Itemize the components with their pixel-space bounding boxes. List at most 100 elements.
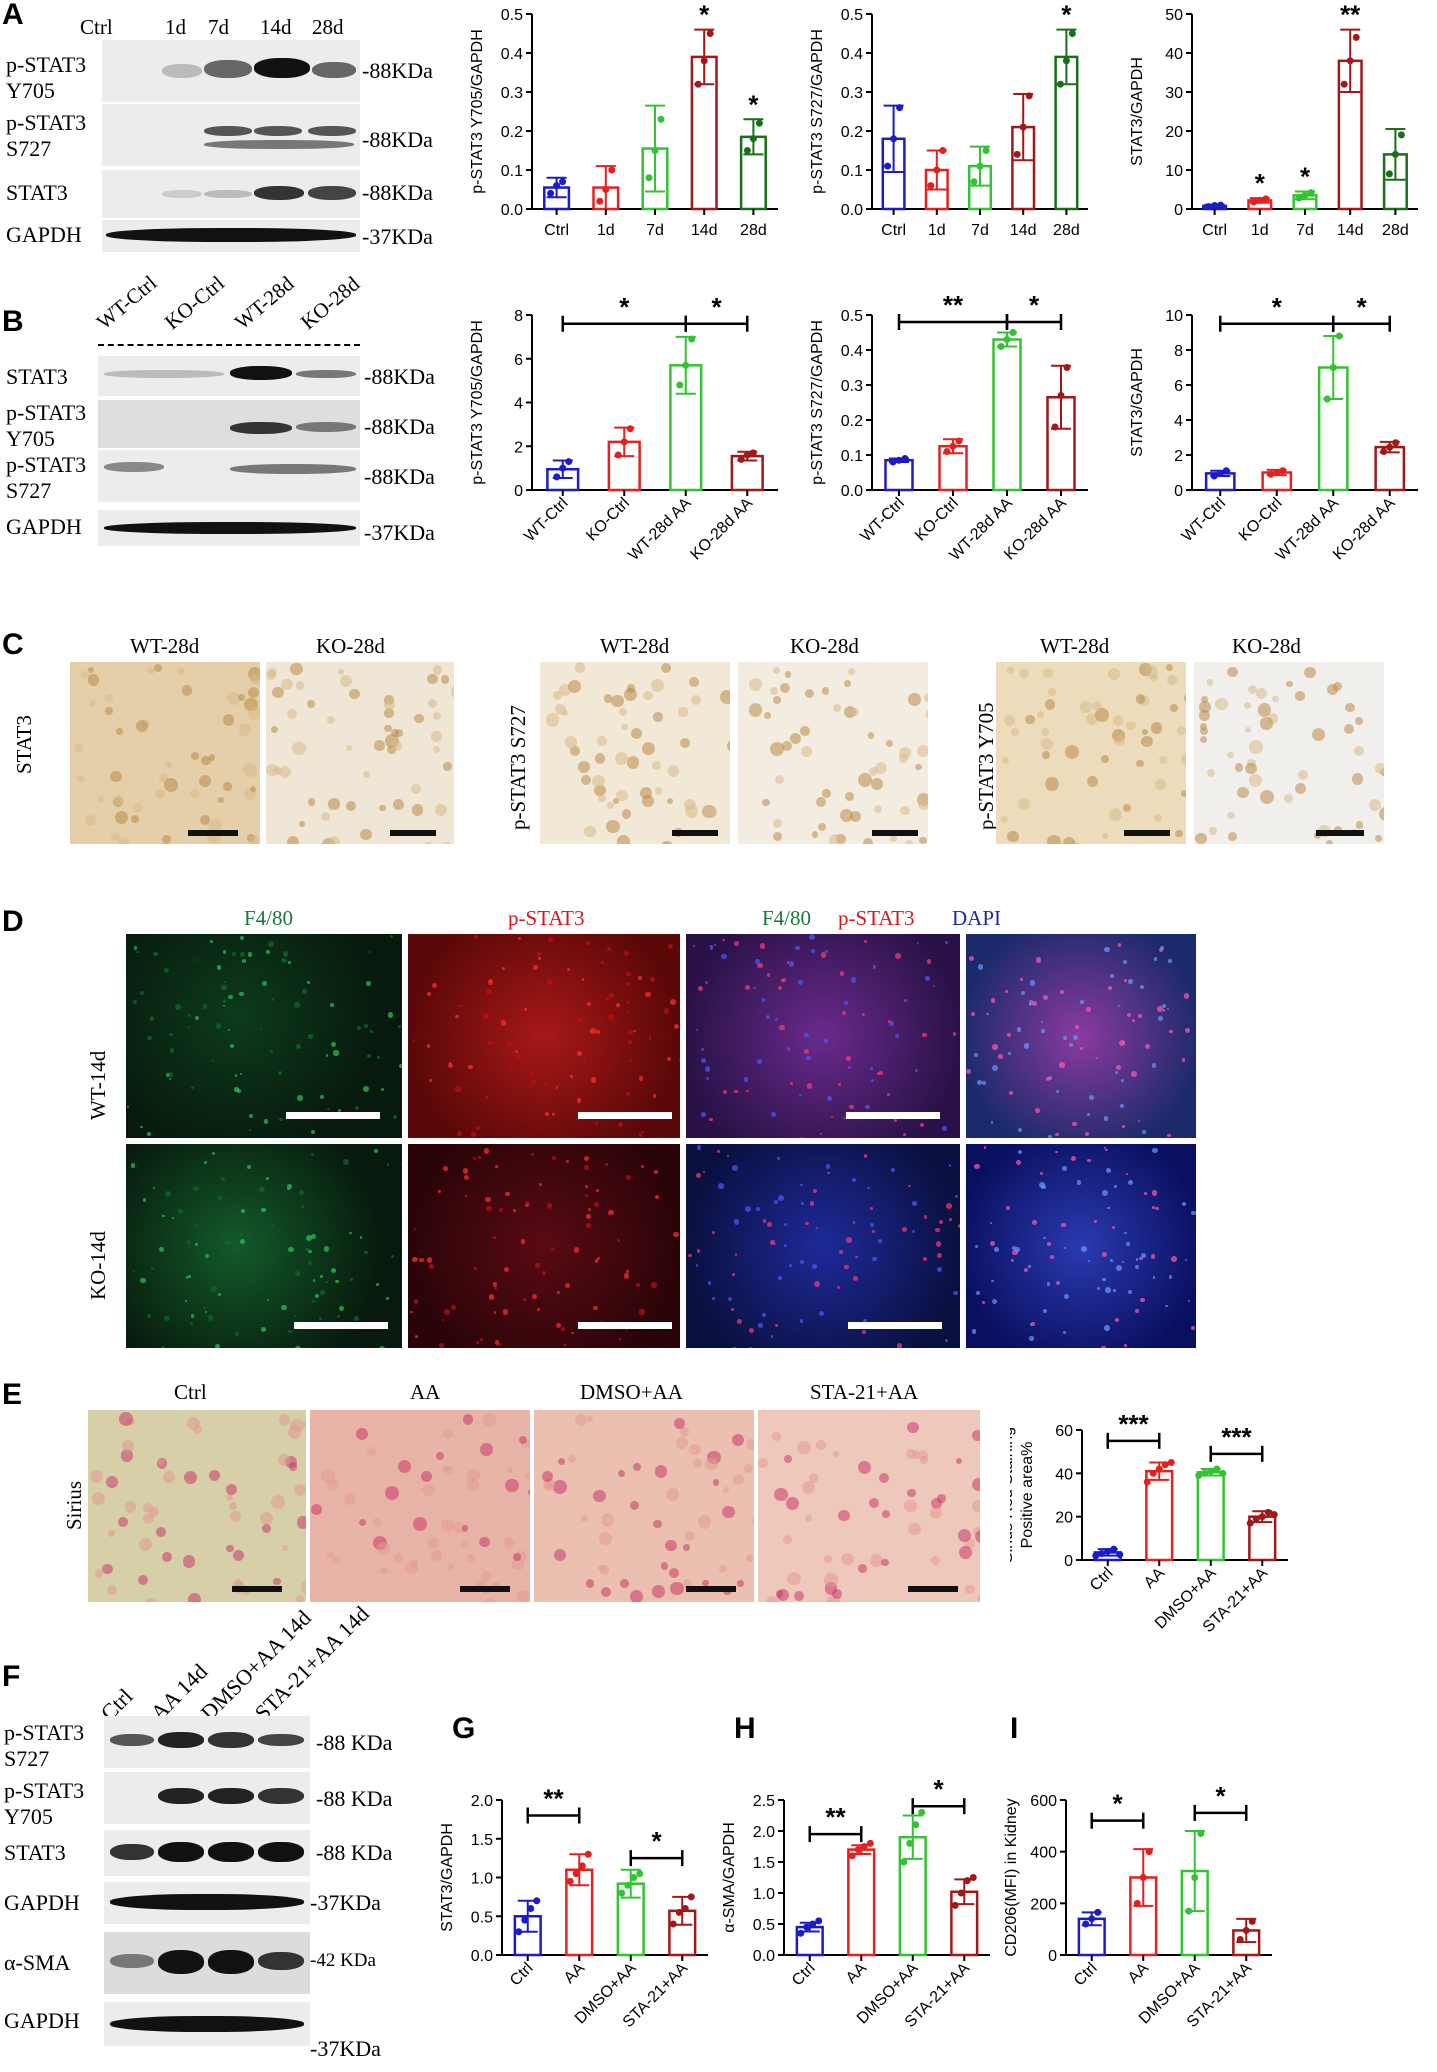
data-point — [854, 1846, 862, 1854]
y-axis-label: STAT3/GAPDH — [1129, 348, 1146, 457]
data-point — [1082, 1920, 1090, 1928]
x-tick-label: Ctrl — [544, 222, 569, 239]
data-point — [1222, 467, 1230, 475]
blot-strip — [104, 1716, 310, 1768]
if-image — [966, 1144, 1196, 1348]
data-point — [997, 343, 1005, 350]
y-tick-label: 0 — [1048, 1948, 1057, 1965]
x-tick-label: AA — [843, 1960, 870, 1987]
data-point — [866, 1839, 874, 1847]
kda-label: -37KDa — [364, 520, 435, 545]
data-point — [1340, 80, 1348, 88]
bar — [1145, 1469, 1174, 1562]
y-tick-label: 1.5 — [753, 1855, 775, 1872]
bar — [1196, 1471, 1225, 1562]
data-point — [949, 442, 957, 450]
ihc-image — [1194, 662, 1384, 844]
kda-label: -37KDa — [362, 224, 433, 249]
data-point — [1323, 395, 1331, 403]
x-tick-label: 1d — [928, 222, 946, 239]
bar — [992, 338, 1022, 492]
significance-star: * — [699, 0, 710, 30]
data-point — [896, 104, 904, 112]
data-point — [700, 57, 708, 65]
blot-strip — [98, 450, 360, 502]
data-point — [1195, 1472, 1203, 1479]
significance-star: * — [1255, 168, 1266, 198]
x-tick-label: AA — [561, 1960, 588, 1987]
data-point — [1149, 1469, 1157, 1477]
y-tick-label: 0.1 — [841, 448, 863, 465]
y-tick-label: 0.1 — [841, 163, 863, 180]
panel-label-c: C — [2, 628, 24, 661]
sirius-image — [88, 1410, 306, 1602]
if-image — [126, 1144, 402, 1348]
data-point — [521, 1916, 529, 1924]
y-tick-label: 600 — [1030, 1793, 1057, 1810]
data-point — [912, 1821, 920, 1829]
data-point — [737, 455, 745, 463]
x-tick-label: WT-Ctrl — [521, 495, 571, 545]
significance-star: * — [1061, 0, 1072, 30]
data-point — [1391, 150, 1399, 158]
blot-strip — [98, 356, 360, 396]
blot-row-label: STAT3 — [6, 180, 68, 205]
data-point — [848, 1852, 856, 1860]
ihc-col-label: KO-28d — [316, 634, 385, 658]
data-point — [1262, 195, 1270, 203]
chart-a3: 0 10 20 30 40 50 STAT3/GAPDH Ctrl 1d * 7d * 14d ** 28d — [1129, 0, 1418, 239]
data-point — [1213, 1465, 1221, 1473]
data-point — [1252, 1515, 1260, 1523]
data-point — [1295, 194, 1303, 202]
x-tick-label: 14d — [691, 222, 718, 239]
data-point — [596, 197, 604, 205]
data-point — [527, 1905, 535, 1912]
data-point — [1392, 439, 1400, 447]
data-point — [1217, 201, 1225, 209]
sirius-image — [534, 1410, 754, 1602]
panel-label-f: F — [2, 1660, 21, 1693]
y-tick-label: 2.0 — [471, 1793, 493, 1810]
y-tick-label: 10 — [1165, 308, 1183, 325]
sirius-image — [758, 1410, 980, 1602]
data-point — [1051, 423, 1059, 431]
blot-strip — [102, 104, 360, 166]
y-tick-label: 4 — [514, 396, 523, 413]
blot-row-label: STAT3 — [6, 364, 68, 389]
data-point — [559, 464, 567, 472]
lane-label: WT-28d — [229, 271, 299, 335]
data-point — [970, 178, 978, 186]
data-point — [976, 162, 984, 170]
blot-row-label: p-STAT3 S727 — [6, 110, 87, 161]
data-point — [1211, 201, 1219, 209]
data-point — [1025, 92, 1033, 100]
if-image — [408, 934, 680, 1138]
blot-strip — [98, 400, 360, 448]
data-point — [1185, 1907, 1193, 1915]
bar — [1374, 445, 1406, 492]
data-point — [1104, 1547, 1112, 1555]
data-point — [1335, 332, 1343, 340]
data-point — [1216, 469, 1224, 477]
data-point — [1248, 1917, 1256, 1925]
data-point — [957, 1889, 965, 1897]
sirius-row-label: Sirius — [62, 1480, 86, 1530]
data-point — [626, 425, 634, 433]
data-point — [890, 135, 898, 143]
data-point — [1270, 1511, 1278, 1518]
data-point — [565, 458, 573, 466]
lane-label: 28d — [312, 15, 344, 39]
data-point — [669, 1920, 677, 1928]
panel-label-b: B — [2, 305, 24, 338]
y-tick-label: 1.5 — [471, 1832, 493, 1849]
panel-label-e: E — [2, 1378, 23, 1411]
significance-star: * — [619, 292, 630, 322]
y-axis-label: p-STAT3 S727/GAPDH — [809, 29, 826, 194]
y-tick-label: 0.0 — [841, 202, 863, 219]
y-tick-label: 0 — [1174, 483, 1183, 500]
data-point — [895, 456, 903, 464]
data-point — [620, 438, 628, 446]
ihc-row-label: p-STAT3 S727 — [506, 705, 530, 830]
x-tick-label: 28d — [1382, 222, 1409, 239]
